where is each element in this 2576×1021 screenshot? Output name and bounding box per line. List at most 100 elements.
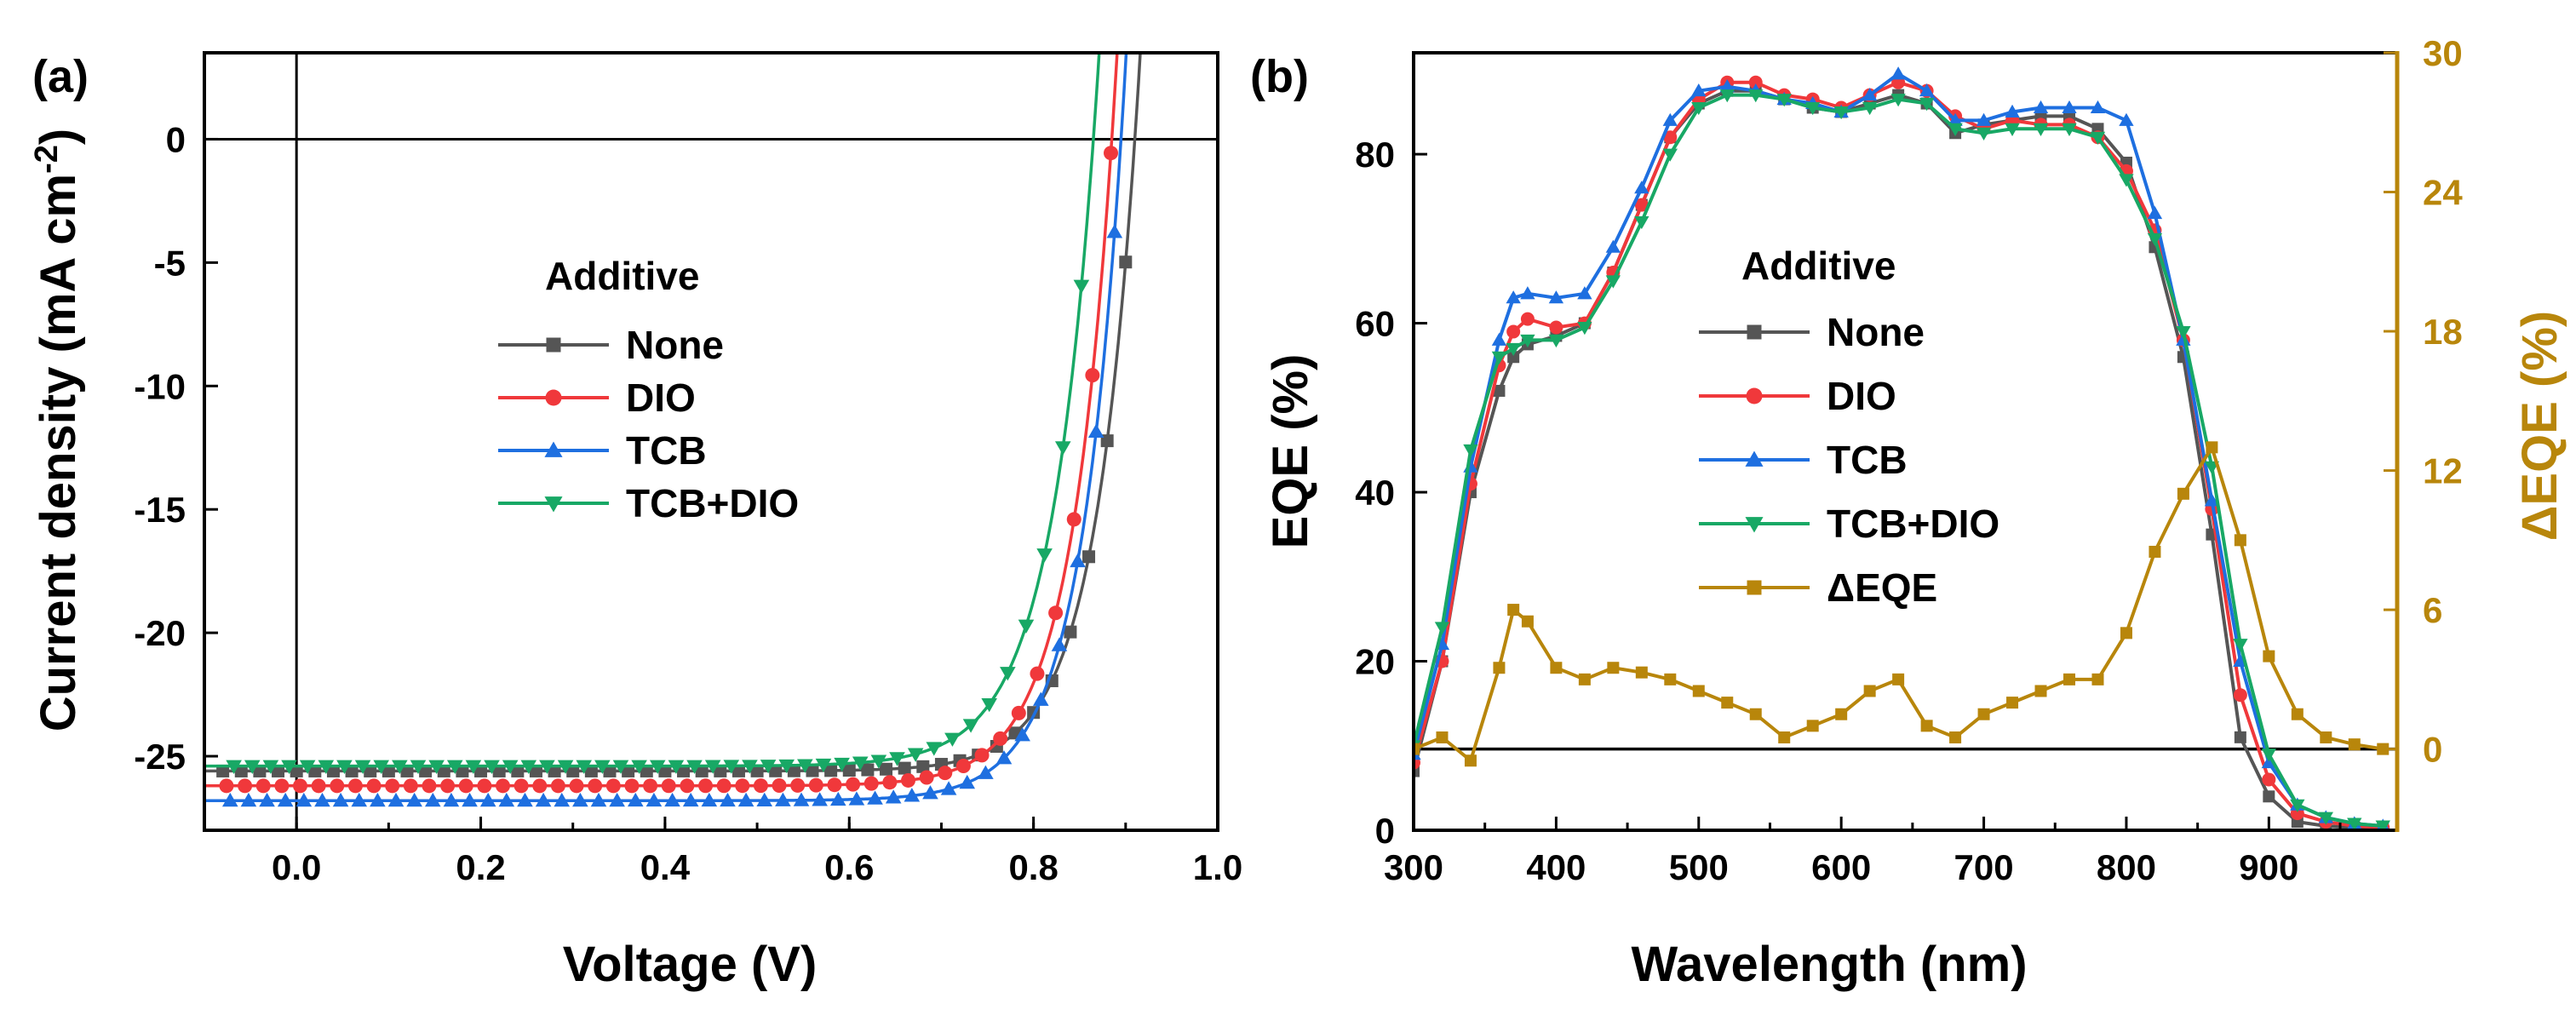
jv-data-point: [1070, 553, 1086, 568]
jv-data-point: [458, 778, 473, 794]
eqe-plot-frame: [1412, 51, 2397, 832]
eqe-data-point: [1949, 731, 1962, 743]
jv-data-point: [584, 764, 598, 777]
jv-x-tick-label: 0.8: [1008, 847, 1058, 887]
jv-x-tick-label: 0.4: [640, 847, 691, 887]
jv-data-point: [907, 748, 924, 762]
jv-data-point: [682, 792, 699, 807]
delta-eqe-y-tick-label: 6: [2423, 590, 2442, 630]
jv-data-point: [299, 760, 316, 774]
jv-x-tick-label: 1.0: [1193, 847, 1242, 887]
jv-data-point: [677, 764, 691, 777]
jv-data-point: [815, 758, 832, 773]
jv-data-point: [1085, 368, 1100, 383]
jv-data-point: [588, 778, 603, 794]
jv-legend-marker: [545, 389, 562, 406]
eqe-data-point: [2347, 817, 2362, 830]
jv-data-point: [827, 777, 842, 793]
jv-data-point: [742, 760, 758, 774]
jv-data-point: [370, 792, 386, 807]
jv-data-point: [566, 764, 580, 777]
eqe-data-point: [1920, 720, 1933, 732]
eqe-data-point: [1748, 75, 1763, 89]
delta-eqe-y-tick-label: 0: [2423, 730, 2442, 770]
jv-data-point: [281, 760, 297, 774]
jv-data-point: [529, 764, 542, 777]
jv-data-point: [1066, 512, 1081, 527]
jv-data-point: [572, 792, 588, 807]
eqe-legend-marker: [1745, 517, 1764, 533]
jv-data-point: [640, 764, 653, 777]
jv-data-point: [808, 777, 823, 793]
jv-data-point: [769, 764, 783, 777]
eqe-data-point: [1948, 112, 1963, 126]
eqe-data-point: [1664, 673, 1677, 685]
eqe-x-tick-label: 600: [1811, 847, 1871, 887]
eqe-data-point: [1778, 731, 1791, 743]
jv-data-point: [419, 764, 433, 777]
jv-data-point: [714, 764, 727, 777]
jv-data-point: [272, 764, 285, 777]
eqe-data-point: [2375, 820, 2390, 830]
jv-data-point: [926, 742, 943, 756]
eqe-data-point: [1506, 324, 1521, 339]
eqe-data-point: [2063, 673, 2075, 685]
eqe-legend-label: ΔEQE: [1827, 565, 1937, 610]
eqe-legend-label: DIO: [1827, 374, 1896, 418]
eqe-data-point: [2348, 738, 2361, 751]
jv-data-point: [778, 759, 795, 774]
jv-data-point: [347, 778, 363, 794]
eqe-data-point: [2091, 673, 2104, 685]
eqe-data-point: [1464, 754, 1477, 767]
eqe-legend: Additive None DIO TCB TCB+DIO ΔEQE: [1699, 244, 1999, 610]
jv-y-axis-label: Current density (mA cm-2): [29, 129, 86, 731]
eqe-data-point: [1491, 351, 1507, 364]
jv-data-point: [664, 792, 680, 807]
eqe-data-point: [2177, 487, 2189, 500]
jv-data-point: [753, 778, 768, 794]
delta-eqe-y-tick-label: 30: [2423, 33, 2463, 73]
jv-data-point: [885, 789, 902, 804]
eqe-series-line--eqe: [1414, 443, 2384, 764]
eqe-data-point: [1833, 106, 1849, 120]
jv-data-point: [846, 777, 861, 792]
jv-data-point: [274, 778, 290, 794]
eqe-data-point: [1520, 312, 1535, 326]
jv-y-tick-label: -15: [134, 490, 186, 530]
jv-data-point: [631, 760, 647, 774]
eqe-data-point: [1634, 198, 1649, 212]
jv-data-point: [605, 778, 621, 794]
jv-data-point: [978, 765, 994, 779]
jv-x-axis-label: Voltage (V): [563, 937, 818, 992]
jv-data-point: [1048, 605, 1064, 621]
eqe-data-point: [1634, 215, 1649, 230]
jv-data-point: [535, 792, 552, 807]
jv-x-tick-label: 0.6: [824, 847, 874, 887]
eqe-data-point: [1414, 765, 1420, 777]
jv-data-point: [336, 760, 353, 774]
jv-data-point: [221, 792, 238, 807]
jv-data-point: [465, 760, 482, 774]
jv-data-point: [643, 778, 658, 794]
jv-data-point: [474, 764, 488, 777]
jv-data-point: [901, 772, 916, 788]
jv-data-point: [993, 731, 1008, 746]
eqe-data-point: [2261, 749, 2277, 762]
jv-data-point: [603, 764, 617, 777]
eqe-data-point: [1662, 148, 1678, 162]
jv-data-point: [944, 732, 961, 747]
jv-data-point: [612, 760, 629, 774]
delta-eqe-y-tick-label: 12: [2423, 451, 2463, 491]
eqe-data-point: [2291, 708, 2303, 720]
jv-y-tick-label: -20: [134, 613, 186, 653]
jv-data-point: [406, 792, 422, 807]
eqe-data-point: [2206, 441, 2218, 454]
jv-data-point: [1011, 705, 1026, 720]
eqe-data-point: [1691, 101, 1707, 116]
jv-data-point: [366, 778, 382, 794]
eqe-data-point: [1634, 181, 1649, 194]
jv-data-point: [446, 760, 463, 774]
jv-y-tick-label: 0: [166, 119, 186, 159]
eqe-y-tick-label: 0: [1375, 811, 1395, 851]
eqe-data-point: [2263, 790, 2275, 803]
